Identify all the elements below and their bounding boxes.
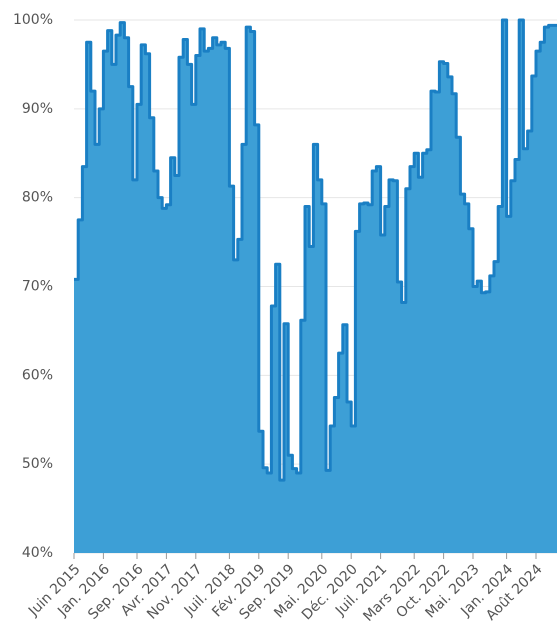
y-tick-label: 80% bbox=[22, 190, 53, 206]
y-tick-label: 60% bbox=[22, 367, 53, 383]
y-tick-label: 100% bbox=[13, 12, 53, 28]
area bbox=[74, 20, 557, 553]
line bbox=[74, 18, 557, 482]
y-tick-label: 90% bbox=[22, 101, 53, 117]
y-tick-label: 70% bbox=[22, 279, 53, 295]
y-tick-label: 40% bbox=[22, 545, 53, 561]
y-tick-label: 50% bbox=[22, 456, 53, 472]
